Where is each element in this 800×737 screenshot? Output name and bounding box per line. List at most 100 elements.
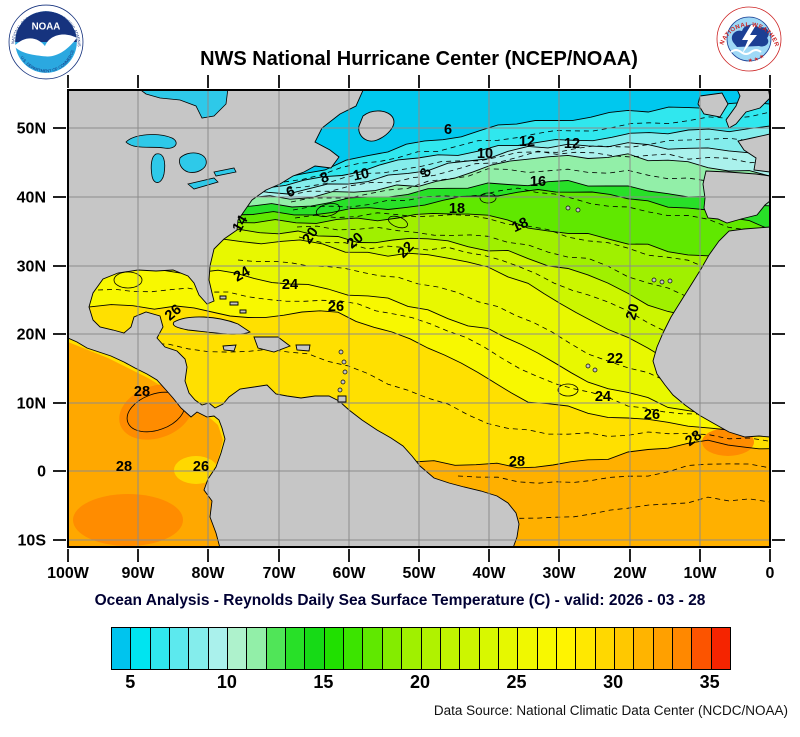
isotherm-label: 24 — [282, 277, 298, 293]
colorbar-cell — [479, 628, 499, 669]
y-axis-label: 0 — [37, 464, 46, 481]
map-canvas — [68, 90, 770, 547]
map-frame — [67, 89, 771, 548]
isotherm-label: 20 — [300, 225, 322, 247]
noaa-logo: NOAA NATIONAL OCEANIC AND ATMOSPHERIC AD… — [8, 4, 84, 80]
landmass — [222, 344, 237, 352]
lake — [179, 152, 207, 173]
colorbar-cell — [576, 628, 596, 669]
island — [651, 277, 657, 283]
isotherm-label: 6 — [444, 122, 452, 138]
x-axis-label: 0 — [766, 565, 775, 582]
x-axis-label: 10W — [684, 565, 718, 582]
colorbar-cell — [692, 628, 712, 669]
landmass — [295, 344, 311, 352]
isotherm-label: 22 — [607, 351, 623, 367]
isotherm-label: 28 — [134, 384, 150, 400]
isotherm-eddy — [388, 215, 408, 229]
isotherm-line-dashed — [457, 463, 770, 484]
temperature-colorbar — [111, 627, 731, 670]
map-area: 6 8 10 14 8 6 10 12 12 16 18 18 20 20 22 20 22 24 24 26 26 24… — [17, 75, 785, 582]
isotherm-label: 26 — [328, 299, 344, 315]
isotherm-label: 24 — [595, 389, 611, 405]
colorbar-cell — [382, 628, 403, 669]
island — [342, 369, 348, 375]
landmass — [239, 309, 247, 314]
colorbar-tick-label: 15 — [313, 672, 334, 692]
island — [667, 278, 673, 284]
colorbar-cell — [634, 628, 654, 669]
island — [340, 379, 346, 385]
island — [338, 349, 344, 355]
x-axis-label: 70W — [263, 565, 297, 582]
colorbar-cell — [421, 628, 441, 669]
x-axis-label: 80W — [192, 565, 226, 582]
colorbar-cell — [228, 628, 248, 669]
isotherm-label: 18 — [510, 215, 531, 236]
landmass — [219, 295, 227, 300]
colorbar-tick-label: 35 — [699, 672, 720, 692]
isotherm-label: 10 — [352, 166, 371, 185]
isotherm-eddy — [315, 203, 341, 217]
isotherm-label: 26 — [644, 407, 660, 423]
isotherm-eddy — [479, 192, 497, 204]
nws-lightning-icon — [742, 25, 757, 54]
colorbar-cell — [189, 628, 209, 669]
colorbar-cell — [131, 628, 151, 669]
isotherm-label: 12 — [519, 134, 535, 150]
colorbar-tick-label: 10 — [216, 672, 237, 692]
colorbar-cell — [595, 628, 615, 669]
isotherm-label: 28 — [509, 454, 525, 470]
landmass — [652, 226, 770, 438]
isotherm-label: 28 — [116, 459, 132, 475]
colorbar-cell — [344, 628, 364, 669]
warm-patch — [73, 494, 183, 546]
colorbar-tick-label: 30 — [603, 672, 624, 692]
isotherm-label: 18 — [449, 201, 465, 217]
landmass — [253, 336, 291, 353]
lake — [140, 90, 229, 119]
colorbar-tick-label: 5 — [125, 672, 136, 692]
y-axis-label: 50N — [17, 121, 46, 138]
data-source-note: Data Source: National Climatic Data Cent… — [433, 703, 788, 718]
isotherm-label: 24 — [231, 264, 253, 286]
isotherm-line-dashed — [286, 137, 770, 190]
colorbar-cell — [498, 628, 519, 669]
noaa-seagull-icon — [14, 34, 77, 57]
colorbar-tick-label: 20 — [409, 672, 431, 692]
isotherm-eddy — [557, 383, 579, 397]
x-axis-label: 60W — [333, 565, 367, 582]
colorbar-cell — [653, 628, 673, 669]
landmass — [358, 110, 395, 142]
colorbar-cell — [305, 628, 325, 669]
island — [592, 367, 598, 373]
landmass — [737, 133, 770, 173]
isotherm-line-dashed — [292, 187, 770, 239]
cool-pocket — [174, 456, 218, 484]
landmass — [68, 90, 520, 547]
isotherm-label: 20 — [623, 302, 643, 322]
x-axis-label: 100W — [47, 565, 90, 582]
x-axis-label: 40W — [473, 565, 507, 582]
isotherm-line-dashed — [97, 287, 770, 426]
x-axis-label: 50W — [403, 565, 437, 582]
colorbar-cell — [672, 628, 693, 669]
isotherm-eddy — [113, 271, 143, 289]
colorbar-cell — [208, 628, 229, 669]
isotherm-line-dashed — [294, 212, 770, 287]
island — [575, 207, 581, 213]
colorbar-cell — [286, 628, 306, 669]
island — [337, 387, 343, 393]
isotherm-label: 20 — [344, 230, 367, 253]
nws-wave-icon — [730, 49, 762, 55]
y-axis-label: 10S — [18, 533, 47, 550]
y-axis-label: 10N — [17, 396, 46, 413]
colorbar-cell — [266, 628, 287, 669]
isotherm-line-dashed — [283, 111, 770, 183]
colorbar-cell — [324, 628, 345, 669]
island — [565, 205, 571, 211]
colorbar-cell — [247, 628, 267, 669]
colorbar-cell — [170, 628, 190, 669]
landmass — [697, 92, 729, 118]
